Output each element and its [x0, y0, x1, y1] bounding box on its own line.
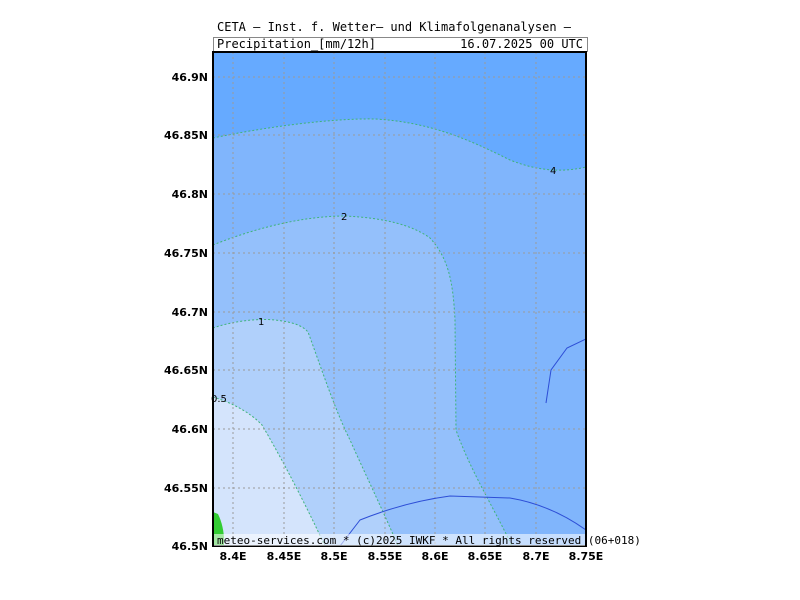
x-tick-label: 8.75E: [569, 550, 604, 563]
x-axis-labels: 8.4E 8.45E 8.5E 8.55E 8.6E 8.65E 8.7E 8.…: [219, 550, 603, 563]
chart-title: CETA — Inst. f. Wetter— und Klimafolgena…: [217, 20, 572, 34]
y-tick-label: 46.5N: [172, 540, 208, 553]
grid-lines: [213, 52, 586, 546]
contour-lines: [213, 118, 586, 546]
x-tick-label: 8.7E: [522, 550, 549, 563]
x-tick-label: 8.6E: [421, 550, 448, 563]
y-tick-label: 46.8N: [172, 188, 208, 201]
y-tick-label: 46.9N: [172, 71, 208, 84]
x-tick-label: 8.5E: [320, 550, 347, 563]
valid-time: 16.07.2025 00 UTC: [460, 37, 583, 51]
y-tick-label: 46.7N: [172, 306, 208, 319]
contour-label-0.5: 0.5: [211, 394, 227, 405]
x-tick-label: 8.4E: [219, 550, 246, 563]
copyright-footer: meteo-services.com * (c)2025 IWKF * All …: [217, 534, 641, 547]
x-tick-label: 8.65E: [468, 550, 503, 563]
variable-label: Precipitation_[mm/12h]: [217, 37, 376, 51]
y-tick-label: 46.75N: [164, 247, 208, 260]
contour-label-1: 1: [258, 317, 264, 328]
y-tick-label: 46.6N: [172, 423, 208, 436]
y-tick-label: 46.85N: [164, 129, 208, 142]
y-tick-label: 46.55N: [164, 482, 208, 495]
river-lines: [339, 338, 586, 546]
y-axis-labels: 46.9N 46.85N 46.8N 46.75N 46.7N 46.65N 4…: [164, 71, 208, 553]
band-lt0.5: [213, 397, 325, 546]
contour-label-4: 4: [550, 166, 556, 177]
x-tick-label: 8.55E: [368, 550, 403, 563]
x-tick-label: 8.45E: [267, 550, 302, 563]
header-box: [213, 37, 588, 52]
contour-label-2: 2: [341, 212, 347, 223]
y-tick-label: 46.65N: [164, 364, 208, 377]
footer-backdrop: [214, 534, 585, 546]
